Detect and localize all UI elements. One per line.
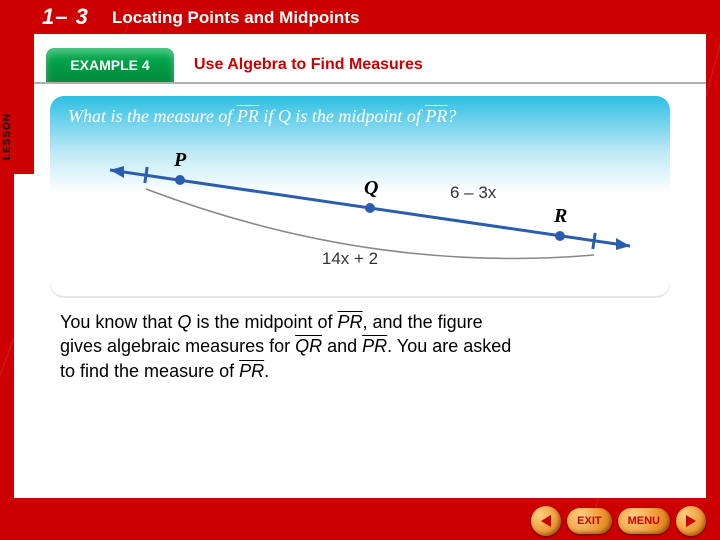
nav-bar: EXIT MENU: [531, 506, 706, 536]
exit-label: EXIT: [577, 515, 601, 527]
q-var: Q: [278, 106, 291, 126]
frame-right: [706, 0, 720, 540]
b2a: gives algebraic measures for: [60, 336, 295, 356]
b-and: and: [322, 336, 362, 356]
lesson-label: LESSON: [2, 146, 13, 160]
q-seg1: PR: [237, 106, 259, 126]
arrow-left-icon: [539, 514, 553, 528]
q-suffix: is the midpoint of: [291, 106, 426, 126]
b-pr3: PR: [239, 361, 264, 381]
b3a: to find the measure of: [60, 361, 239, 381]
question-text: What is the measure of PR if Q is the mi…: [68, 106, 456, 127]
example-title: Use Algebra to Find Measures: [194, 56, 423, 74]
b1a: You know that: [60, 312, 177, 332]
q-mid: if: [259, 106, 278, 126]
prev-button[interactable]: [531, 506, 561, 536]
svg-text:R: R: [553, 205, 567, 227]
exit-button[interactable]: EXIT: [567, 508, 611, 534]
b1c: , and the figure: [363, 312, 483, 332]
svg-text:Q: Q: [364, 177, 378, 199]
lesson-title: Locating Points and Midpoints: [112, 8, 359, 28]
b3b: .: [264, 361, 269, 381]
midpoint-diagram: P Q R 6 – 3x 14x + 2: [50, 140, 670, 300]
body-text: You know that Q is the midpoint of PR, a…: [60, 310, 650, 383]
b-q: Q: [177, 312, 191, 332]
b-pr1: PR: [338, 312, 363, 332]
q-seg2: PR: [425, 106, 447, 126]
menu-button[interactable]: MENU: [618, 508, 670, 534]
example-tab: EXAMPLE 4: [46, 48, 174, 82]
b1b: is the midpoint of: [191, 312, 337, 332]
lesson-number: 1– 3: [42, 4, 89, 30]
svg-text:P: P: [173, 149, 187, 171]
b-pr2: PR: [362, 336, 387, 356]
next-button[interactable]: [676, 506, 706, 536]
arrow-right-icon: [684, 514, 698, 528]
example-bar: EXAMPLE 4 Use Algebra to Find Measures: [34, 48, 706, 84]
svg-text:14x + 2: 14x + 2: [322, 249, 378, 268]
example-tab-label: EXAMPLE 4: [70, 57, 149, 73]
b2b: . You are asked: [387, 336, 511, 356]
frame-top: [0, 0, 720, 34]
q-prefix: What is the measure of: [68, 106, 237, 126]
svg-text:6 – 3x: 6 – 3x: [450, 183, 497, 202]
q-end: ?: [447, 106, 456, 126]
b-qr: QR: [295, 336, 322, 356]
menu-label: MENU: [628, 515, 660, 527]
